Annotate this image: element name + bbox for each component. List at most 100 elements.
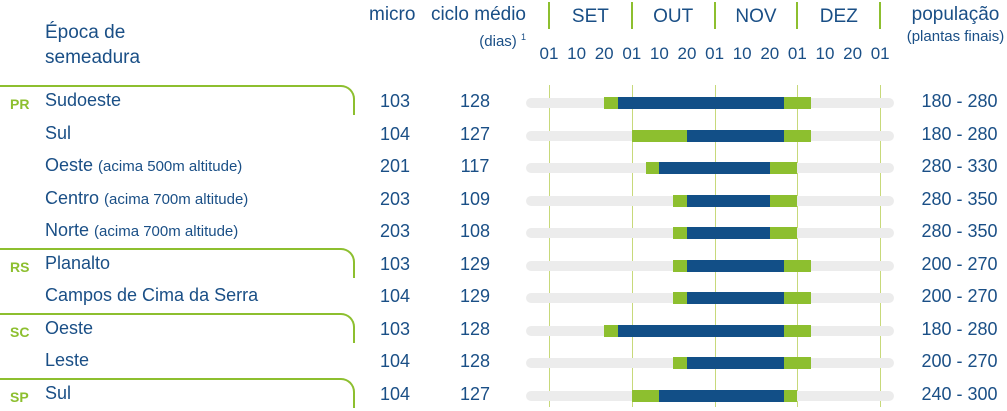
recommended-window-bar [687,129,784,142]
micro-header: micro [369,4,416,25]
region-name: Oeste [45,155,94,175]
day-tick-label: 01 [870,44,890,63]
region-label: Oeste [45,318,93,339]
region-label: Campos de Cima da Serra [45,285,258,306]
ciclo-value: 117 [460,156,490,176]
month-gridline [880,85,882,407]
population-header-line1: população [911,4,1000,25]
region-name: Norte [45,220,90,240]
region-name: Planalto [45,252,111,273]
epoca-header-line1: Época de [45,22,126,43]
micro-value: 104 [379,383,411,404]
ciclo-value: 128 [459,351,491,371]
day-tick-label: 10 [815,44,835,63]
table-row: Leste 104 128 200 - 270 [0,345,1007,377]
ciclo-value: 128 [459,318,491,339]
micro-value: 103 [379,253,411,274]
day-tick-label: 20 [594,44,614,63]
micro-value: 104 [379,286,411,306]
table-row: SC Oeste 103 128 180 - 280 [0,312,1007,345]
micro-value: 203 [379,221,411,241]
ciclo-value: 129 [459,286,491,306]
day-tick-label: 20 [843,44,863,63]
population-value: 280 - 350 [921,188,998,209]
month-gridline [631,85,633,407]
state-code: SC [10,323,30,340]
micro-value: 103 [379,91,411,111]
month-gridline [797,85,799,407]
ciclo-footnote-mark: 1 [520,32,526,42]
epoca-header: Época de semeadura [45,20,140,70]
day-tick-label: 10 [649,44,669,63]
population-value: 180 - 280 [921,123,998,144]
ciclo-value: 128 [459,91,491,111]
state-code: RS [10,258,30,275]
state-bracket: SC [0,312,355,343]
micro-value: 203 [379,188,411,209]
day-tick-label: 01 [787,44,807,63]
population-value: 200 - 270 [921,286,998,306]
region-label: Norte (acima 700m altitude) [45,220,238,241]
month-gridline [714,85,716,407]
day-tick-label: 10 [567,44,587,63]
region-name: Sul [45,382,72,403]
ciclo-value: 129 [459,253,491,274]
region-note: (acima 700m altitude) [104,190,249,208]
region-name: Sul [45,122,72,143]
month-label: OUT [653,6,694,27]
population-value: 200 - 270 [921,351,998,371]
region-note: (acima 700m altitude) [94,223,239,240]
recommended-window-bar [659,389,784,402]
region-note: (acima 500m altitude) [98,158,243,175]
day-tick-label: 01 [622,44,642,63]
recommended-window-bar [618,324,784,337]
month-separator [630,2,633,29]
population-value: 280 - 330 [921,156,998,176]
population-value: 200 - 270 [921,253,998,274]
day-tick-label: 01 [705,44,725,63]
recommended-window-bar [687,227,770,239]
population-value: 240 - 300 [921,383,998,404]
ciclo-value: 127 [459,123,491,144]
month-separator [879,2,882,29]
population-value: 180 - 280 [921,91,998,111]
ciclo-header-units: (dias) [479,33,517,50]
table-row: PR Sudoeste 103 128 180 - 280 [0,85,1007,117]
state-code: PR [10,96,30,112]
state-code: SP [10,388,29,405]
region-name: Leste [45,350,90,370]
month-label: NOV [735,6,777,27]
day-tick-label: 20 [760,44,780,63]
day-tick-label: 10 [732,44,752,63]
table-row: Norte (acima 700m altitude) 203 108 280 - 3… [0,215,1007,247]
month-separator [548,2,550,29]
ciclo-value: 109 [459,188,491,209]
table-row: Campos de Cima da Serra 104 129 200 - 270 [0,280,1007,312]
region-name: Campos de Cima da Serra [45,285,259,305]
ciclo-header-line1: ciclo médio [430,4,526,25]
micro-value: 103 [379,318,411,339]
state-bracket: PR [0,85,355,115]
table-row: Oeste (acima 500m altitude) 201 117 280 - 3… [0,150,1007,182]
population-value: 180 - 280 [921,318,998,339]
region-label: Oeste (acima 500m altitude) [45,155,242,176]
month-gridline [549,85,550,407]
ciclo-header: ciclo médio (dias) 1 [424,4,526,53]
ciclo-header-line2: (dias) 1 [424,26,526,53]
table-row: SP Sul 104 127 240 - 300 [0,377,1007,410]
recommended-window-bar [659,162,770,174]
month-separator [796,2,799,29]
region-label: Centro (acima 700m altitude) [45,188,248,209]
recommended-window-bar [618,97,784,109]
state-bracket: RS [0,247,355,278]
region-label: Planalto [45,253,110,274]
population-value: 280 - 350 [921,221,998,241]
population-header-line2: (plantas finais) [906,28,1005,45]
recommended-window-bar [687,292,784,304]
ciclo-value: 127 [459,383,491,404]
micro-value: 201 [379,156,411,176]
recommended-window-bar [687,194,770,207]
region-name: Sudoeste [45,90,122,110]
micro-value: 104 [379,351,411,371]
